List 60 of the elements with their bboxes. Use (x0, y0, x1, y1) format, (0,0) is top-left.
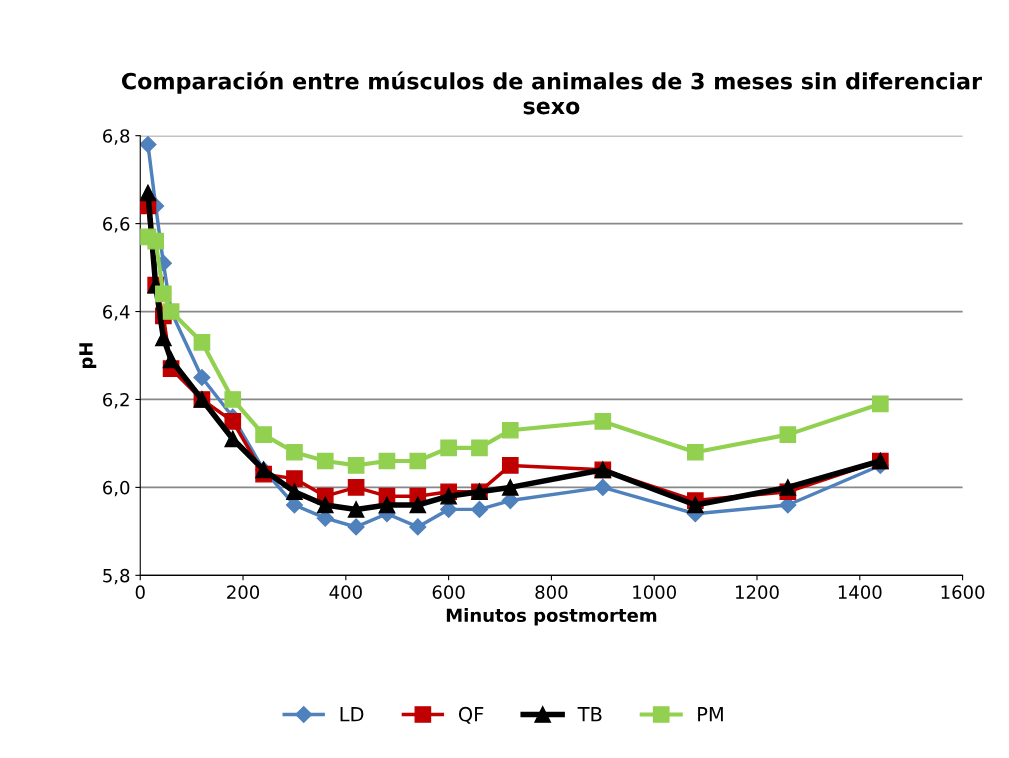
x-tick-label: 0 (135, 585, 145, 600)
point (193, 333, 211, 351)
y-tick-label: 6,6 (103, 217, 130, 233)
point (409, 452, 427, 470)
point (594, 478, 612, 496)
point (594, 413, 612, 430)
y-tick-label: 6,2 (103, 392, 129, 409)
y-tick-label: 6,0 (103, 480, 130, 497)
point (316, 496, 334, 514)
x-tick-label: 400 (329, 585, 362, 600)
point (347, 479, 365, 496)
point (378, 496, 396, 514)
x-axis-title: Minutos postmortem (446, 608, 657, 626)
point (501, 457, 519, 474)
y-tick-label: 6,8 (103, 129, 130, 145)
point (140, 135, 157, 154)
x-tick-label: 800 (535, 585, 568, 600)
point (409, 518, 427, 536)
y-tick-label: 6,4 (103, 305, 130, 321)
point (347, 457, 365, 474)
x-tick-label: 200 (227, 585, 260, 600)
point (162, 351, 180, 369)
x-tick-label: 1000 (633, 585, 676, 600)
legend-label: LD (340, 707, 364, 722)
point (286, 470, 303, 487)
y-tick-label: 5,8 (103, 568, 130, 585)
point (471, 439, 488, 457)
point (316, 452, 334, 470)
point (347, 501, 365, 518)
chart-title: Comparación entre músculos de animales de 3 meses sin diferenciar sexo (121, 71, 982, 115)
legend-label: TB (577, 707, 602, 722)
point (779, 479, 797, 496)
point (224, 413, 242, 430)
point (686, 496, 704, 514)
point (378, 452, 396, 470)
point (872, 395, 889, 413)
point (286, 443, 303, 461)
point (224, 391, 242, 408)
point (686, 443, 704, 461)
point (140, 184, 157, 202)
point (347, 518, 365, 536)
point (779, 426, 797, 443)
y-axis-title: pH (79, 343, 97, 368)
point (440, 439, 457, 457)
point (147, 232, 165, 250)
point (501, 479, 519, 496)
point (193, 368, 211, 387)
point (440, 487, 457, 505)
x-tick-label: 1600 (941, 585, 985, 600)
legend-label: PM (698, 707, 723, 722)
x-tick-label: 600 (432, 585, 465, 600)
point (470, 500, 489, 518)
point (286, 483, 303, 501)
x-tick-label: 1200 (736, 585, 779, 600)
point (155, 285, 172, 303)
legend-label: QF (458, 706, 484, 724)
point (409, 496, 427, 514)
point (501, 421, 519, 439)
point (255, 426, 272, 443)
x-tick-label: 1400 (838, 585, 882, 600)
